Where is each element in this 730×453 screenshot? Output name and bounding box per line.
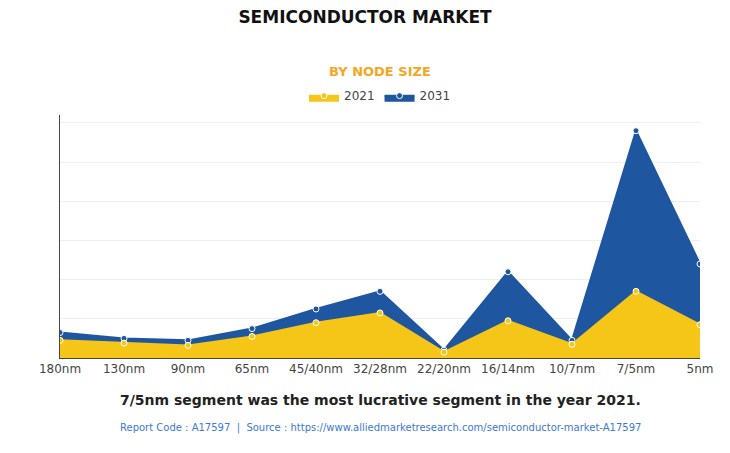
svg-text:65nm: 65nm bbox=[235, 362, 270, 376]
svg-text:45/40nm: 45/40nm bbox=[289, 362, 343, 376]
svg-text:7/5nm: 7/5nm bbox=[617, 362, 656, 376]
svg-text:SEMICONDUCTOR MARKET: SEMICONDUCTOR MARKET bbox=[238, 7, 492, 27]
svg-text:5nm: 5nm bbox=[687, 362, 714, 376]
svg-text:10/7nm: 10/7nm bbox=[549, 362, 595, 376]
svg-text:7/5nm segment was the most luc: 7/5nm segment was the most lucrative seg… bbox=[120, 392, 641, 408]
svg-text:32/28nm: 32/28nm bbox=[353, 362, 407, 376]
svg-text:180nm: 180nm bbox=[39, 362, 81, 376]
svg-text:16/14nm: 16/14nm bbox=[481, 362, 535, 376]
svg-text:BY NODE SIZE: BY NODE SIZE bbox=[329, 64, 431, 79]
svg-text:2021: 2021 bbox=[344, 89, 375, 103]
svg-text:90nm: 90nm bbox=[171, 362, 206, 376]
svg-text:Report Code : A17597 | Sourc: Report Code : A17597 | Source : https://… bbox=[120, 422, 641, 434]
svg-text:2031: 2031 bbox=[420, 89, 451, 103]
svg-text:22/20nm: 22/20nm bbox=[417, 362, 471, 376]
svg-text:130nm: 130nm bbox=[103, 362, 145, 376]
